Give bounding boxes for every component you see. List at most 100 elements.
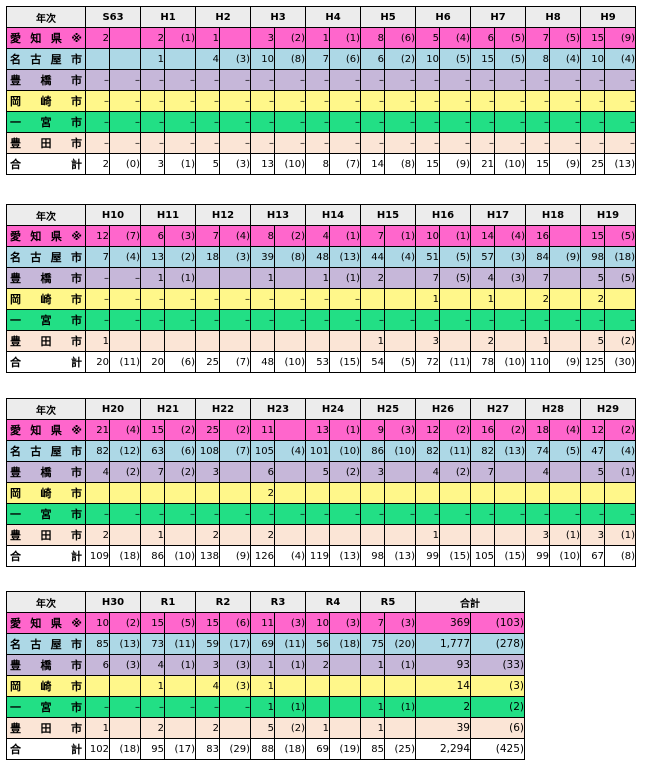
count-cell: 4 [140, 654, 165, 676]
header-row: 年次 H10 H11 H12 H13 H14 H15 H16 H17 H18 H19 [6, 204, 636, 226]
count-cell: – [580, 503, 605, 525]
count-cell: 5 [580, 267, 605, 289]
count-cell: 126 [250, 545, 275, 567]
table-row-toyohashi: 豊 橋 市 4 (2) 7 (2) 3 6 5 (2) 3 4 (2) 7 4 5 (1) [6, 461, 636, 483]
year-header: H5 [360, 6, 416, 28]
sub-count-cell: (1) [604, 524, 636, 546]
sub-count-cell: (5) [439, 48, 471, 70]
sub-count-cell [494, 524, 526, 546]
count-cell: 63 [140, 440, 165, 462]
sub-count-cell: – [109, 696, 141, 718]
sub-count-cell: (1) [329, 419, 361, 441]
count-cell: – [525, 309, 550, 331]
count-cell: – [140, 503, 165, 525]
year-header: H14 [305, 204, 361, 226]
sub-count-cell: – [604, 111, 636, 133]
count-cell [305, 696, 330, 718]
count-cell [305, 330, 330, 352]
count-cell: 3 [250, 27, 275, 49]
count-cell: 8 [360, 27, 385, 49]
count-cell: – [305, 309, 330, 331]
sub-count-cell: (3) [494, 267, 526, 289]
count-cell: 47 [580, 440, 605, 462]
count-cell: 6 [250, 461, 275, 483]
sub-count-cell: – [384, 111, 416, 133]
sub-count-cell: (8) [274, 246, 306, 268]
count-cell: 10 [415, 225, 440, 247]
sub-count-cell: (1) [549, 524, 581, 546]
sub-count-cell [439, 524, 471, 546]
sub-count-cell [494, 330, 526, 352]
sub-count-cell [384, 482, 416, 504]
sub-count-cell: (2) [439, 461, 471, 483]
count-cell: 10 [85, 612, 110, 634]
year-header: H11 [140, 204, 196, 226]
count-cell: 74 [525, 440, 550, 462]
table-row-ichinomiya: 一 宮 市 – – – – – –1 (1) 1 (1) 2 (2) [6, 696, 525, 718]
year-header: H15 [360, 204, 416, 226]
data-table-block-1: 年次 S63 H1 H2 H3 H4 H5 H6 H7 H8 H9 愛 知 県 ※ 2 2 (1) 1 3 (2)… [6, 6, 636, 175]
count-cell: – [195, 288, 220, 310]
table-row-okazaki: 岡 崎 市 – – – – – – – – – –1 1 2 2 [6, 288, 636, 310]
count-cell: 15 [580, 225, 605, 247]
count-cell: 3 [360, 461, 385, 483]
sub-count-cell: (11) [439, 351, 471, 373]
sub-count-cell: (15) [439, 545, 471, 567]
sub-count-cell: – [274, 111, 306, 133]
sub-count-cell: – [274, 503, 306, 525]
row-label-toyota: 豊 田 市 [6, 717, 86, 739]
count-cell [195, 330, 220, 352]
count-cell [195, 482, 220, 504]
sub-count-cell: (2) [329, 461, 361, 483]
count-cell: 16 [470, 419, 495, 441]
sub-count-cell: (18) [604, 246, 636, 268]
sub-count-cell: (20) [384, 633, 416, 655]
sub-count-cell [549, 482, 581, 504]
sub-count-cell: – [219, 309, 251, 331]
count-cell: 1 [470, 288, 495, 310]
data-table-block-2: 年次 H10 H11 H12 H13 H14 H15 H16 H17 H18 H19 愛 知 県 ※ 1… [6, 204, 636, 373]
row-label-total: 合 計 [6, 153, 86, 175]
sub-count-cell [109, 482, 141, 504]
sub-count-cell: (5) [549, 440, 581, 462]
sub-count-cell: (10) [384, 440, 416, 462]
sub-count-cell [164, 482, 196, 504]
count-cell: 9 [360, 419, 385, 441]
count-cell: 82 [85, 440, 110, 462]
sub-count-cell [164, 330, 196, 352]
sub-count-cell: (15) [494, 545, 526, 567]
sub-count-cell [164, 675, 196, 697]
sub-count-cell: – [164, 288, 196, 310]
count-cell: 75 [360, 633, 385, 655]
count-cell: 25 [195, 419, 220, 441]
row-label-aichi: 愛 知 県 ※ [6, 419, 86, 441]
count-cell: 7 [525, 267, 550, 289]
row-label-nagoya: 名 古 屋 市 [6, 246, 86, 268]
count-cell: 4 [85, 461, 110, 483]
count-cell: 11 [250, 612, 275, 634]
count-cell: – [415, 132, 440, 154]
sub-count-cell [329, 330, 361, 352]
count-cell: 67 [580, 545, 605, 567]
year-header: H22 [195, 398, 251, 420]
count-cell: 12 [415, 419, 440, 441]
sub-count-cell [109, 330, 141, 352]
count-cell: – [140, 69, 165, 91]
count-cell: 1 [360, 654, 385, 676]
count-cell: 13 [305, 419, 330, 441]
count-cell: 13 [250, 153, 275, 175]
row-label-nagoya: 名 古 屋 市 [6, 48, 86, 70]
table-row-toyota: 豊 田 市 1 1 3 2 1 5 (2) [6, 330, 636, 352]
count-cell: 25 [580, 153, 605, 175]
sub-count-cell [274, 330, 306, 352]
count-cell: – [580, 132, 605, 154]
year-header: H1 [140, 6, 196, 28]
sub-count-cell: – [274, 132, 306, 154]
count-cell: – [195, 90, 220, 112]
sub-count-cell [219, 330, 251, 352]
sub-count-cell: (1) [439, 225, 471, 247]
count-cell: – [305, 69, 330, 91]
sub-count-cell: (10) [329, 440, 361, 462]
sub-count-cell: – [384, 132, 416, 154]
count-cell: 82 [470, 440, 495, 462]
